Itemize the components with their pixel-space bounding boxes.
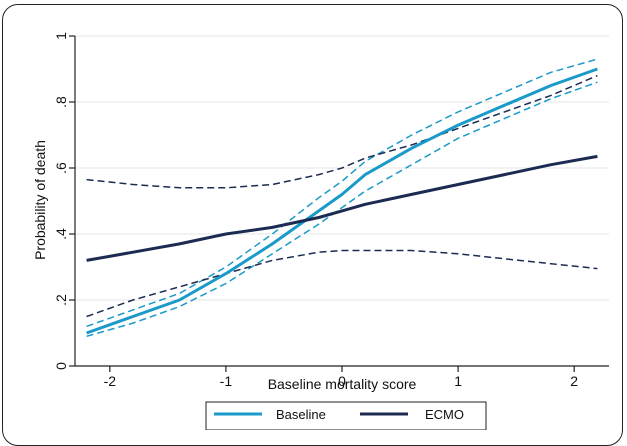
y-tick-label: 0	[53, 362, 69, 370]
y-tick-label: .4	[53, 228, 69, 240]
series-lines	[86, 67, 598, 335]
ecmo-lower-ci-line	[86, 249, 598, 318]
y-ticks: 0 .2 .4 .6 .8 1	[53, 32, 75, 370]
gridlines	[75, 35, 609, 301]
y-tick-label: 1	[53, 32, 69, 40]
x-tick-label: 0	[338, 373, 346, 389]
x-tick-label: -1	[220, 373, 233, 389]
ecmo-series-line	[86, 154, 598, 262]
baseline-series-line	[86, 67, 598, 335]
x-ticks: -2 -1 0 1 2	[104, 366, 578, 389]
legend-label-ecmo: ECMO	[425, 407, 464, 422]
confidence-bands	[86, 58, 598, 338]
legend-label-baseline: Baseline	[276, 407, 326, 422]
legend: Baseline ECMO	[205, 401, 487, 430]
chart: 0 .2 .4 .6 .8 1 -2 -1 0 1 2 Baseline mortality sc…	[32, 32, 609, 430]
legend-box	[205, 401, 487, 430]
x-tick-label: -2	[104, 373, 117, 389]
y-axis-label: Probability of death	[32, 140, 48, 260]
x-axis-label: Baseline mortality score	[268, 376, 417, 392]
ecmo-upper-ci-line	[86, 74, 598, 189]
x-tick-label: 2	[570, 373, 578, 389]
y-tick-label: .8	[53, 96, 69, 108]
x-tick-label: 1	[454, 373, 462, 389]
baseline-lower-ci-line	[86, 81, 598, 338]
plot-area	[75, 36, 609, 366]
y-tick-label: .2	[53, 294, 69, 306]
y-tick-label: .6	[53, 162, 69, 174]
